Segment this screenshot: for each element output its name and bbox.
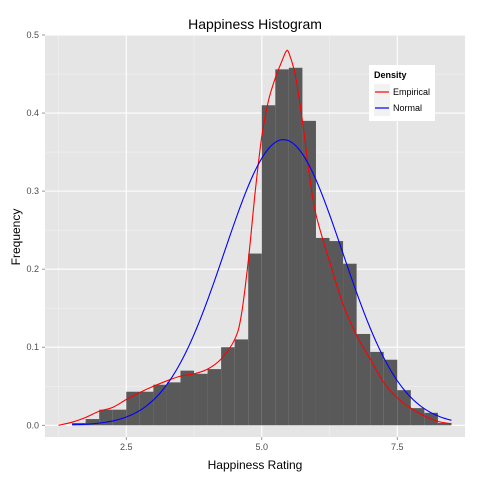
density-curves xyxy=(58,49,452,426)
histogram-bar xyxy=(126,391,140,426)
x-tick-label: 2.5 xyxy=(120,442,133,452)
histogram-bar xyxy=(194,373,208,426)
legend-label-empirical: Empirical xyxy=(393,87,430,97)
y-tick-label: 0.2 xyxy=(26,264,39,274)
histogram-bar xyxy=(356,333,371,426)
histogram-bar xyxy=(261,105,276,426)
x-tick-label: 7.5 xyxy=(391,442,404,452)
histogram-bar xyxy=(275,69,289,426)
histogram-bar xyxy=(248,253,262,426)
histogram-bar xyxy=(180,370,195,426)
x-tick-label: 5.0 xyxy=(256,442,269,452)
y-tick-label: 0.0 xyxy=(26,420,39,430)
y-tick-label: 0.5 xyxy=(26,30,39,40)
y-axis-ticks: 0.0 0.1 0.2 0.3 0.4 0.5 xyxy=(26,30,45,430)
histogram-bar xyxy=(437,422,452,426)
legend-title: Density xyxy=(374,70,407,80)
normal-density-curve xyxy=(72,139,452,426)
y-axis-title: Frequency xyxy=(9,209,23,266)
y-tick-label: 0.1 xyxy=(26,342,39,352)
histogram-bars xyxy=(72,67,452,426)
y-tick-label: 0.3 xyxy=(26,186,39,196)
histogram-bar xyxy=(370,351,384,426)
x-axis-title: Happiness Rating xyxy=(208,458,303,472)
histogram-bar xyxy=(410,408,425,426)
chart-title: Happiness Histogram xyxy=(188,16,322,32)
histogram-bar xyxy=(112,409,127,426)
histogram-bar xyxy=(234,339,249,426)
histogram-bar xyxy=(329,241,344,426)
histogram-bar xyxy=(221,347,235,426)
histogram-bar xyxy=(207,369,222,426)
histogram-bar xyxy=(397,390,411,426)
histogram-bar xyxy=(153,384,167,426)
legend: Density Empirical Normal xyxy=(369,65,435,121)
x-axis-ticks: 2.5 5.0 7.5 xyxy=(120,437,404,452)
empirical-density-curve xyxy=(58,49,452,426)
histogram-bar xyxy=(166,382,181,426)
histogram-bar xyxy=(85,419,100,426)
histogram-bar xyxy=(343,263,357,426)
y-tick-label: 0.4 xyxy=(26,108,39,118)
legend-label-normal: Normal xyxy=(393,103,422,113)
histogram-bar xyxy=(139,391,154,426)
histogram-bar xyxy=(288,67,303,426)
histogram-bar xyxy=(315,237,330,426)
